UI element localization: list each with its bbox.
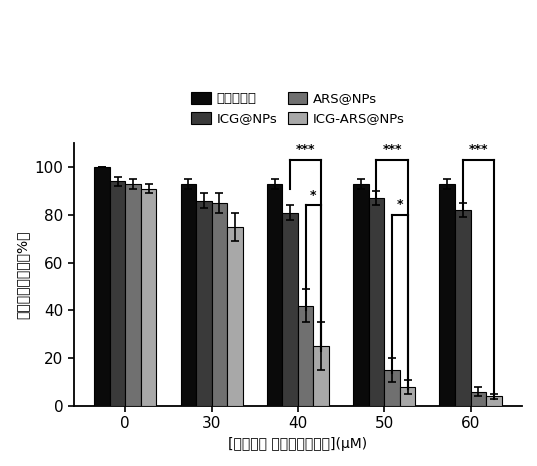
Bar: [110, 181, 125, 406]
Text: *: *: [396, 199, 403, 212]
Bar: [298, 306, 314, 406]
Bar: [125, 184, 141, 406]
Bar: [400, 387, 415, 406]
Text: ***: ***: [469, 144, 488, 157]
Bar: [470, 392, 486, 406]
Y-axis label: 相对细胞存活率（%）: 相对细胞存活率（%）: [15, 230, 29, 319]
Bar: [267, 184, 282, 406]
Bar: [227, 227, 243, 406]
Bar: [314, 346, 329, 406]
Bar: [212, 203, 227, 406]
Bar: [196, 200, 212, 406]
Bar: [282, 212, 298, 406]
Bar: [369, 198, 384, 406]
X-axis label: [吲哚菁绿 或青蒿琥酯浓度](μM): [吲哚菁绿 或青蒿琥酯浓度](μM): [228, 437, 367, 451]
Bar: [455, 210, 470, 406]
Bar: [439, 184, 455, 406]
Bar: [180, 184, 196, 406]
Bar: [384, 370, 400, 406]
Text: ***: ***: [296, 144, 315, 157]
Bar: [94, 167, 110, 406]
Legend: 控制对照组, ICG@NPs, ARS@NPs, ICG-ARS@NPs: 控制对照组, ICG@NPs, ARS@NPs, ICG-ARS@NPs: [191, 92, 404, 125]
Bar: [141, 189, 156, 406]
Bar: [353, 184, 369, 406]
Text: *: *: [310, 189, 317, 202]
Text: ***: ***: [382, 144, 402, 157]
Bar: [486, 397, 502, 406]
